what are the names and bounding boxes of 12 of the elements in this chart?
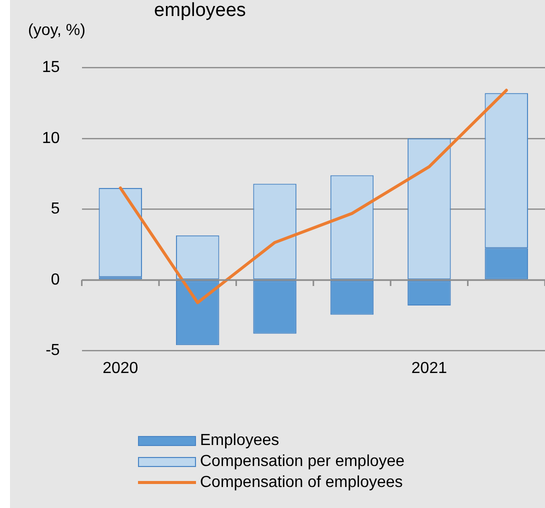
y-tick-label: 5 [50, 200, 60, 218]
x-tick-label: 2020 [102, 360, 138, 377]
chart-title: employees [153, 0, 247, 22]
y-tick-label: 10 [42, 130, 60, 147]
y-axis-title: (yoy, %) [28, 22, 86, 40]
y-tick-label: -5 [46, 342, 60, 360]
x-tick-label: 2021 [411, 360, 448, 377]
y-tick-label: 15 [42, 59, 60, 76]
legend-label: Compensation of employees [200, 474, 403, 492]
legend-label: Compensation per employee [200, 452, 405, 470]
legend-label: Employees [200, 432, 280, 450]
y-tick-label: 0 [50, 271, 60, 288]
